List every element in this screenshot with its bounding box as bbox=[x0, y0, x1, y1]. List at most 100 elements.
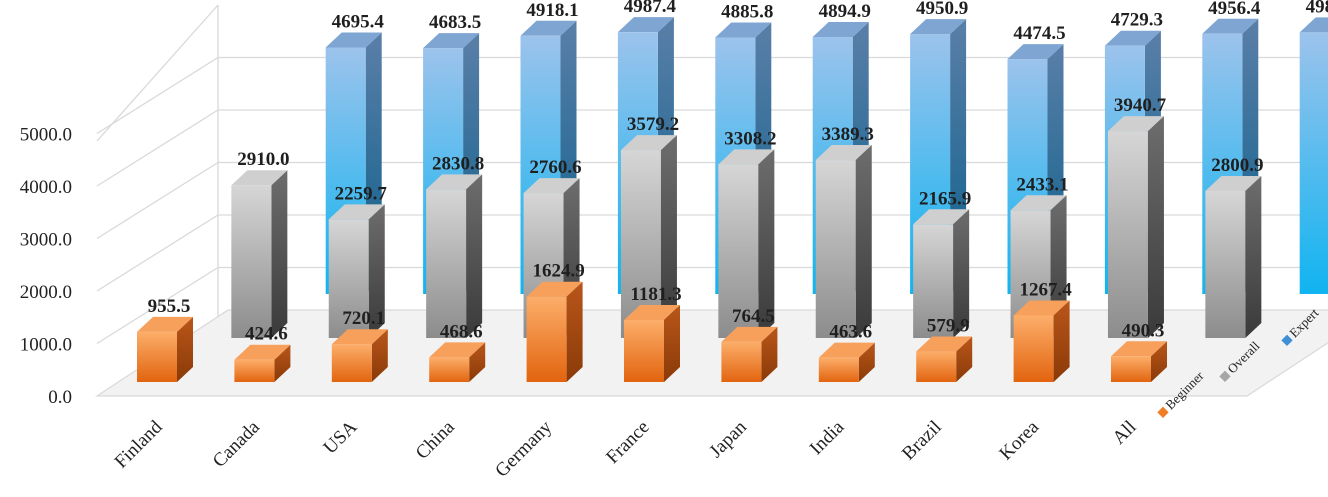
data-label: 490.3 bbox=[1122, 320, 1165, 341]
bar-top bbox=[910, 19, 967, 35]
bar-top bbox=[1104, 30, 1161, 46]
bar-beginner-france bbox=[624, 304, 680, 382]
bar-top bbox=[526, 281, 583, 297]
legend-swatch bbox=[1219, 370, 1231, 382]
bar-beginner-germany bbox=[526, 281, 583, 382]
bar-front bbox=[1013, 315, 1054, 382]
bar-top bbox=[520, 20, 577, 36]
bar-beginner-all bbox=[1111, 341, 1167, 382]
data-label: 4695.4 bbox=[332, 11, 385, 32]
data-label: 1181.3 bbox=[630, 284, 681, 305]
bar-beginner-china bbox=[429, 342, 486, 382]
data-label: 2830.8 bbox=[432, 153, 484, 174]
bar-top bbox=[1013, 300, 1070, 316]
bar-front bbox=[1299, 32, 1328, 295]
data-label: 424.6 bbox=[245, 324, 288, 345]
data-label: 2165.9 bbox=[919, 188, 971, 209]
bar-top bbox=[913, 209, 970, 225]
bar-front bbox=[913, 224, 954, 338]
x-tick-label: Korea bbox=[995, 416, 1043, 464]
bar-front bbox=[1205, 190, 1246, 338]
legend-swatch bbox=[1281, 334, 1293, 346]
data-label: 463.6 bbox=[829, 322, 872, 343]
data-label: 1267.4 bbox=[1019, 279, 1072, 300]
bar-top bbox=[718, 149, 775, 165]
bar-expert-all bbox=[1299, 17, 1328, 295]
data-label: 4950.9 bbox=[916, 0, 968, 19]
bar-beginner-finland bbox=[137, 316, 193, 382]
bar-front bbox=[328, 219, 369, 338]
bar-side bbox=[758, 149, 775, 338]
bar-beginner-korea bbox=[1013, 300, 1070, 382]
bar-top bbox=[423, 33, 480, 49]
y-tick-label: 5000.0 bbox=[20, 125, 72, 146]
bar-front bbox=[718, 164, 759, 338]
x-tick-label: Canada bbox=[209, 416, 265, 472]
bar-side bbox=[274, 344, 291, 382]
bar-side bbox=[371, 329, 388, 382]
data-label: 4885.8 bbox=[721, 1, 773, 22]
bar-front bbox=[721, 341, 762, 382]
bar-side bbox=[271, 170, 288, 338]
bar-beginner-india bbox=[818, 342, 875, 382]
bar-top bbox=[1010, 195, 1067, 211]
bar-beginner-canada bbox=[234, 344, 291, 382]
y-tick-label: 0.0 bbox=[48, 387, 72, 408]
x-tick-label: France bbox=[602, 417, 653, 468]
bar-side bbox=[761, 326, 778, 382]
bar-top bbox=[1107, 116, 1164, 132]
bar-side bbox=[177, 316, 193, 382]
data-label: 4683.5 bbox=[429, 12, 481, 33]
bar-side bbox=[1053, 300, 1070, 382]
bar-side bbox=[566, 281, 583, 382]
data-label: 764.5 bbox=[732, 306, 775, 327]
bar-side bbox=[858, 342, 875, 382]
bar-top bbox=[620, 135, 677, 151]
data-label: 1624.9 bbox=[532, 261, 584, 282]
data-label: 2433.1 bbox=[1016, 174, 1068, 195]
bar-side bbox=[466, 174, 483, 338]
data-label: 4474.5 bbox=[1013, 23, 1065, 44]
side-wall-top bbox=[96, 4, 219, 142]
bar-top bbox=[815, 145, 872, 161]
bar-overall-india bbox=[913, 209, 970, 338]
bar-overall-finland bbox=[231, 170, 288, 338]
bar-overall-usa bbox=[426, 174, 483, 338]
bar-front bbox=[231, 185, 272, 338]
bar-beginner-usa bbox=[331, 329, 388, 382]
bar-front bbox=[624, 319, 664, 382]
bar-front bbox=[916, 351, 957, 382]
bar-side bbox=[660, 135, 677, 338]
bar-top bbox=[1111, 341, 1167, 357]
bar-side bbox=[1245, 175, 1262, 338]
x-tick-label: Japan bbox=[705, 416, 751, 462]
bar-top bbox=[331, 329, 388, 345]
data-label: 3389.3 bbox=[822, 124, 874, 145]
data-label: 3308.2 bbox=[724, 128, 776, 149]
x-tick-label: Germany bbox=[491, 416, 556, 481]
y-tick-label: 2000.0 bbox=[20, 282, 72, 303]
data-label: 2259.7 bbox=[335, 183, 388, 204]
bar-top bbox=[429, 342, 486, 358]
bar-top bbox=[137, 316, 193, 332]
bar-side bbox=[664, 304, 680, 382]
data-label: 2760.6 bbox=[529, 157, 581, 178]
bar-side bbox=[1151, 341, 1167, 382]
bar-side bbox=[469, 342, 486, 382]
data-label: 4956.4 bbox=[1208, 0, 1261, 19]
bars bbox=[137, 17, 1328, 382]
bar-top bbox=[617, 17, 674, 33]
bar-top bbox=[1202, 18, 1259, 34]
data-label: 3940.7 bbox=[1114, 95, 1167, 116]
bar-top bbox=[1205, 175, 1262, 191]
bar-top bbox=[426, 174, 483, 190]
bar-beginner-japan bbox=[721, 326, 778, 382]
data-label: 579.9 bbox=[927, 316, 970, 337]
x-tick-label: Brazil bbox=[898, 417, 946, 465]
bar-overall-korea bbox=[1107, 116, 1164, 338]
data-label: 2910.0 bbox=[237, 149, 289, 170]
bar-front bbox=[1111, 356, 1151, 382]
data-label: 3579.2 bbox=[627, 114, 679, 135]
bar-front bbox=[137, 331, 177, 382]
